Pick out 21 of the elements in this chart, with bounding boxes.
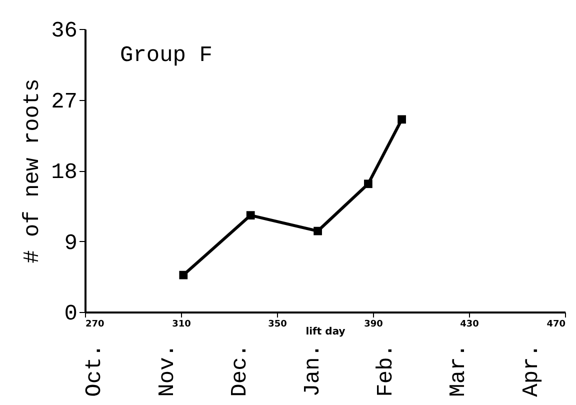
x-tick-label: 470: [546, 320, 566, 330]
text: Apr.: [519, 344, 544, 397]
y-tick-label: 18: [51, 160, 78, 185]
text: Oct.: [82, 344, 107, 397]
y-tick-label: 0: [64, 302, 78, 326]
y-tick-label: 9: [64, 230, 78, 256]
annotation: Group F: [120, 43, 212, 68]
x-tick-label: 350: [268, 320, 287, 330]
x-tick-label: 270: [86, 320, 104, 330]
text: Mar.: [446, 344, 472, 397]
y-axis-title: # of new roots: [20, 78, 46, 264]
x-tick-label: 390: [364, 320, 383, 330]
text: Feb.: [373, 344, 398, 397]
x-tick-label: 430: [460, 320, 479, 330]
text: Dec.: [228, 344, 253, 397]
text: Nov.: [154, 344, 180, 397]
text: Jan.: [300, 344, 326, 397]
x-tick-label: 310: [172, 320, 191, 330]
y-tick-label: 27: [51, 89, 78, 114]
y-tick-label: 36: [51, 18, 78, 44]
x-axis-title: lift day: [306, 326, 346, 338]
